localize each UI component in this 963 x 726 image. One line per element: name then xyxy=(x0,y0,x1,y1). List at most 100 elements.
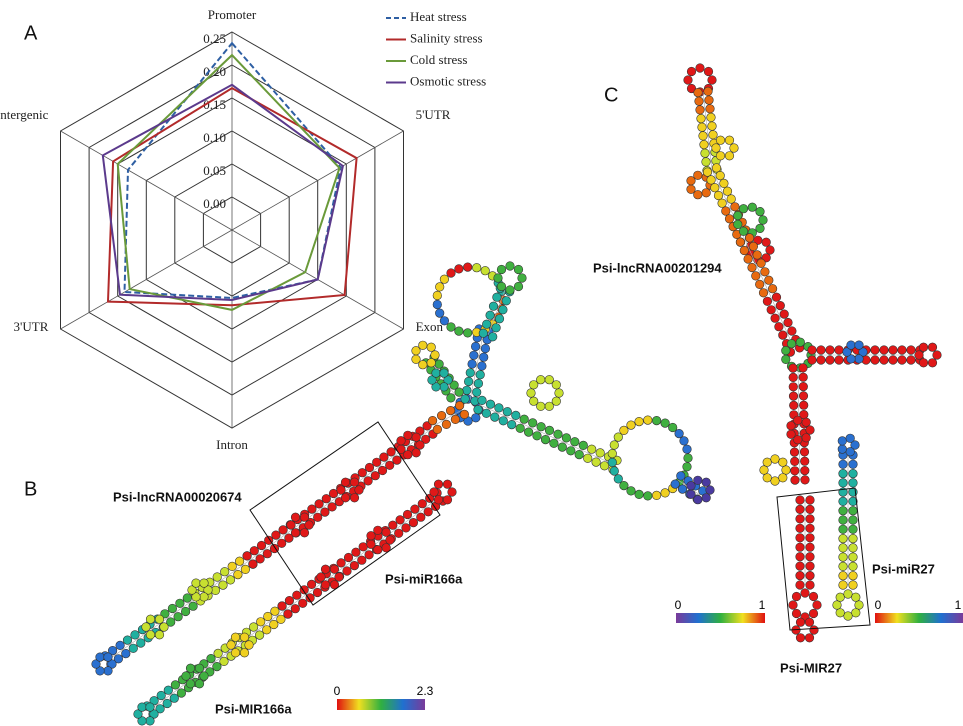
nucleotide xyxy=(214,649,223,658)
nucleotide xyxy=(852,609,861,618)
nucleotide xyxy=(614,475,623,484)
nucleotide xyxy=(796,562,805,571)
nucleotide xyxy=(704,87,713,96)
nucleotide xyxy=(661,419,670,428)
nucleotide xyxy=(228,562,237,571)
nucleotide xyxy=(600,462,609,471)
nucleotide xyxy=(435,309,444,318)
nucleotide xyxy=(554,430,563,439)
nucleotide xyxy=(489,302,498,311)
nucleotide xyxy=(412,449,421,458)
nucleotide xyxy=(364,477,373,486)
nucleotide xyxy=(898,346,907,355)
nucleotide xyxy=(506,262,515,271)
nucleotide xyxy=(372,458,381,467)
nucleotide xyxy=(291,604,300,613)
nucleotide xyxy=(520,415,529,424)
nucleotide xyxy=(146,717,155,726)
nucleotide xyxy=(250,546,259,555)
nucleotide xyxy=(404,431,413,440)
nucleotide xyxy=(730,144,739,153)
nucleotide xyxy=(524,428,533,437)
nucleotide xyxy=(806,543,815,552)
nucleotide xyxy=(464,377,473,386)
structure-label: Psi-lncRNA00020674 xyxy=(113,489,242,504)
nucleotide xyxy=(678,485,687,494)
nucleotide xyxy=(365,551,374,560)
nucleotide xyxy=(403,510,412,519)
figure-canvas: 0 2.3 0 1 0 1 A B C Psi-lncRNA00020674 P… xyxy=(0,0,963,726)
nucleotide xyxy=(514,265,523,274)
nucleotide xyxy=(919,359,928,368)
nucleotide xyxy=(839,497,848,506)
nucleotide xyxy=(844,612,853,621)
nucleotide xyxy=(799,392,808,401)
nucleotide xyxy=(839,516,848,525)
nucleotide xyxy=(545,402,554,411)
nucleotide xyxy=(731,203,740,212)
structure-label: Psi-lncRNA00201294 xyxy=(593,260,722,275)
nucleotide xyxy=(482,409,491,418)
nucleotide xyxy=(610,467,619,476)
nucleotide xyxy=(635,417,644,426)
nucleotide xyxy=(446,406,455,415)
nucleotide xyxy=(177,689,186,698)
nucleotide xyxy=(847,341,856,350)
nucleotide xyxy=(181,607,190,616)
nucleotide xyxy=(155,631,164,640)
nucleotide xyxy=(779,474,788,483)
nucleotide xyxy=(488,333,497,342)
nucleotide xyxy=(889,346,898,355)
nucleotide xyxy=(839,479,848,488)
nucleotide xyxy=(243,552,252,561)
nucleotide xyxy=(499,417,508,426)
nucleotide xyxy=(714,191,723,200)
color-scale xyxy=(676,613,765,623)
nucleotide xyxy=(463,329,472,338)
nucleotide xyxy=(256,555,265,564)
nucleotide xyxy=(168,604,177,613)
nucleotide xyxy=(839,506,848,515)
nucleotide xyxy=(799,382,808,391)
nucleotide xyxy=(919,343,928,352)
nucleotide xyxy=(706,486,715,495)
nucleotide xyxy=(661,489,670,498)
nucleotide xyxy=(226,576,235,585)
nucleotide xyxy=(779,331,788,340)
nucleotide xyxy=(806,534,815,543)
nucleotide xyxy=(788,327,797,336)
nucleotide xyxy=(516,424,525,433)
nucleotide xyxy=(687,67,696,76)
nucleotide xyxy=(771,477,780,486)
nucleotide xyxy=(474,379,483,388)
nucleotide xyxy=(808,346,817,355)
nucleotide xyxy=(460,410,469,419)
nucleotide xyxy=(697,114,706,123)
nucleotide xyxy=(514,282,523,291)
nucleotide xyxy=(412,433,421,442)
nucleotide xyxy=(695,97,704,106)
nucleotide xyxy=(826,346,835,355)
nucleotide xyxy=(337,559,346,568)
nucleotide xyxy=(789,373,798,382)
nucleotide xyxy=(928,343,937,352)
nucleotide xyxy=(255,631,264,640)
nucleotide xyxy=(635,490,644,499)
nucleotide xyxy=(440,369,449,378)
structure-label: Psi-MIR27 xyxy=(780,660,842,675)
scale-max: 2.3 xyxy=(417,684,434,698)
nucleotide xyxy=(760,466,769,475)
nucleotide xyxy=(718,199,727,208)
nucleotide xyxy=(756,224,765,233)
nucleotide xyxy=(716,136,725,145)
nucleotide xyxy=(256,618,265,627)
nucleotide xyxy=(529,397,538,406)
nucleotide xyxy=(849,534,858,543)
nucleotide xyxy=(171,681,180,690)
nucleotide xyxy=(849,469,858,478)
nucleotide xyxy=(264,612,273,621)
nucleotide xyxy=(492,324,501,333)
nucleotide xyxy=(800,457,809,466)
nucleotide xyxy=(479,329,488,338)
nucleotide xyxy=(434,496,443,505)
